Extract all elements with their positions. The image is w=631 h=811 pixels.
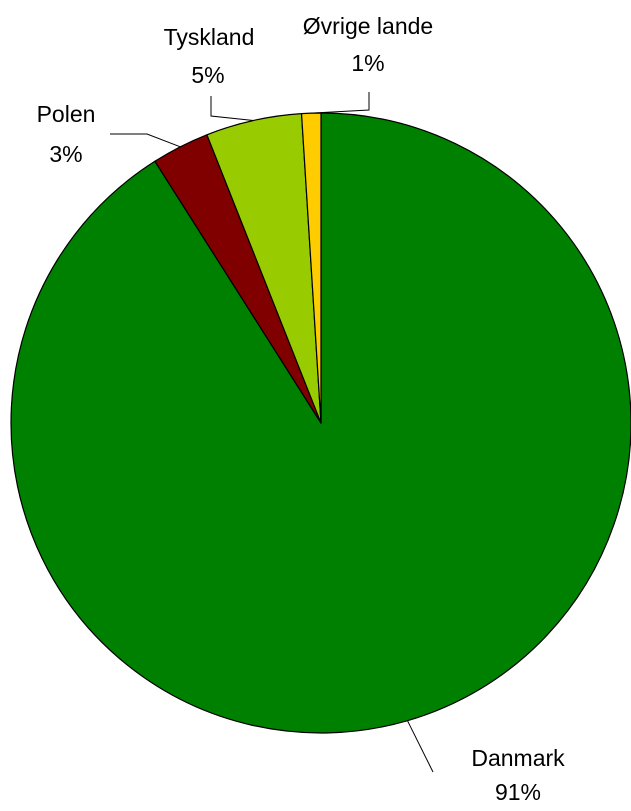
slice-value-danmark: 91% [495, 779, 541, 805]
label-group-polen: Polen 3% [37, 101, 96, 167]
slice-label-tyskland: Tyskland [164, 24, 255, 50]
label-group-ovrige-lande: Øvrige lande 1% [303, 13, 433, 76]
slice-label-ovrige-lande: Øvrige lande [303, 13, 433, 39]
label-group-tyskland: Tyskland 5% [164, 24, 255, 88]
leader-lines [110, 92, 434, 773]
label-group-danmark: Danmark 91% [471, 745, 565, 805]
leader-line-tyskland [210, 96, 254, 121]
slice-label-polen: Polen [37, 101, 96, 127]
slice-label-danmark: Danmark [471, 745, 565, 771]
leader-line-polen [110, 133, 181, 148]
slice-value-polen: 3% [49, 141, 82, 167]
pie-slices [10, 112, 631, 734]
leader-line-danmark [407, 720, 434, 773]
slice-value-tyskland: 5% [191, 62, 224, 88]
leader-line-ovrige-lande [311, 92, 370, 114]
slice-value-ovrige-lande: 1% [351, 50, 384, 76]
